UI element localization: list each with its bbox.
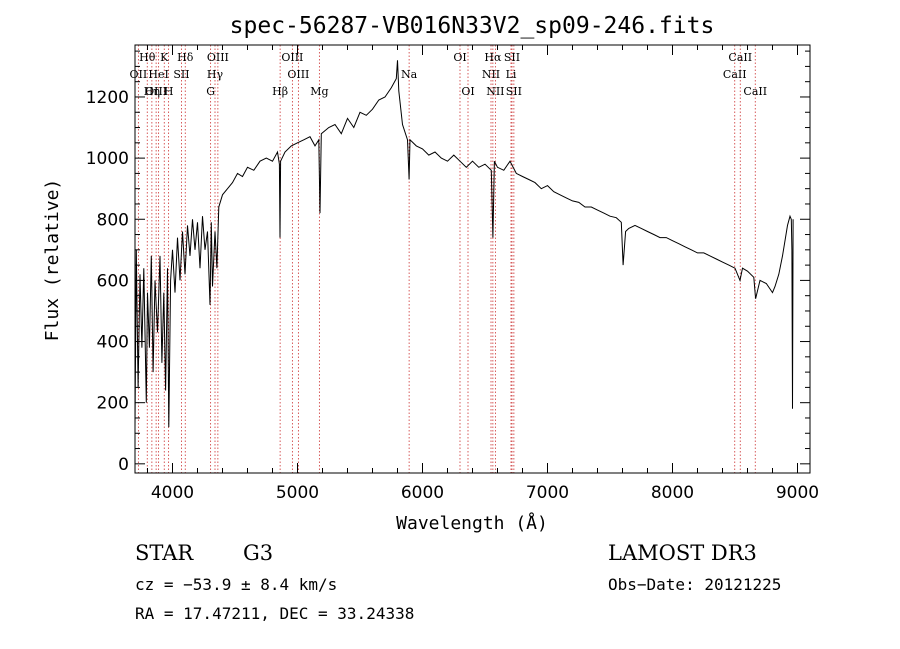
line-label: OIII — [281, 51, 303, 64]
survey-name: LAMOST DR3 — [608, 541, 757, 565]
plot-frame — [134, 44, 811, 474]
object-class: STAR — [135, 541, 194, 565]
line-label: OIII — [145, 85, 167, 98]
line-label: Hγ — [207, 68, 224, 81]
line-label: CaII — [743, 85, 767, 98]
line-markers — [137, 45, 756, 473]
line-label: OII — [130, 68, 148, 81]
obs-date: Obs−Date: 20121225 — [608, 575, 781, 594]
line-label: OI — [453, 51, 466, 64]
x-axis: 4000 5000 6000 7000 8000 9000 — [147, 45, 819, 503]
y-axis: 0 200 400 600 800 1000 1200 — [86, 50, 810, 475]
line-label: Na — [401, 68, 418, 81]
line-label: OI — [461, 85, 474, 98]
line-label: G — [206, 85, 215, 98]
x-tick-label: 7000 — [526, 483, 569, 503]
line-label: NII — [482, 68, 500, 81]
line-label: Hα — [484, 51, 502, 64]
x-tick-label: 5000 — [276, 483, 319, 503]
y-tick-label: 1200 — [86, 88, 129, 108]
x-tick-label: 9000 — [776, 483, 819, 503]
y-axis-label: Flux (relative) — [42, 179, 63, 342]
redshift-cz: cz = −53.9 ± 8.4 km/s — [135, 575, 337, 594]
line-label: K — [160, 51, 169, 64]
line-label: OIII — [287, 68, 309, 81]
y-tick-label: 400 — [97, 333, 129, 353]
line-label: Hδ — [177, 51, 194, 64]
y-tick-label: 200 — [97, 394, 129, 414]
line-label: HeI — [148, 68, 168, 81]
x-axis-label: Wavelength (Å) — [396, 512, 548, 534]
line-label: Hθ — [139, 51, 156, 64]
line-label: Hη — [144, 85, 160, 98]
line-label: Hβ — [272, 85, 288, 98]
line-label: SII — [504, 51, 520, 64]
coordinates: RA = 17.47211, DEC = 33.24338 — [135, 604, 414, 623]
line-label: CaII — [723, 68, 747, 81]
line-label: OIII — [207, 51, 229, 64]
line-label: SII — [506, 85, 522, 98]
x-tick-label: 6000 — [401, 483, 444, 503]
x-tick-label: 8000 — [651, 483, 694, 503]
line-label: SII — [173, 68, 189, 81]
subclass: G3 — [243, 541, 273, 565]
y-tick-label: 0 — [118, 455, 129, 475]
line-label: H — [164, 85, 174, 98]
line-label: CaII — [728, 51, 752, 64]
line-label: Mg — [310, 85, 328, 98]
spectrum-line — [134, 60, 794, 428]
y-tick-label: 1000 — [86, 149, 129, 169]
y-tick-label: 600 — [97, 271, 129, 291]
y-tick-label: 800 — [97, 210, 129, 230]
line-label: NII — [486, 85, 504, 98]
chart-title: spec-56287-VB016N33V2_sp09-246.fits — [230, 13, 715, 39]
line-label: Li — [506, 68, 517, 81]
x-tick-label: 4000 — [151, 483, 194, 503]
